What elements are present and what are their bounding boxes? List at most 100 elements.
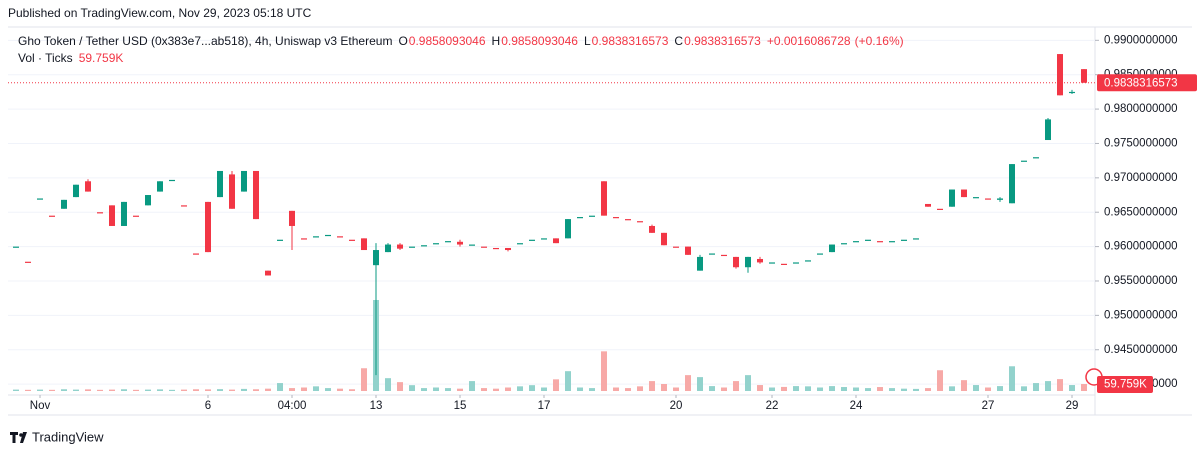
legend-value: 0.9838316573 — [592, 34, 669, 48]
volume-bar — [169, 389, 175, 391]
volume-bar — [121, 389, 127, 391]
volume-bar — [817, 387, 823, 391]
volume-bar — [361, 368, 367, 391]
volume-bar — [721, 387, 727, 391]
volume-bar — [649, 381, 655, 391]
volume-bar — [289, 388, 295, 391]
volume-bar — [517, 386, 523, 391]
volume-bar — [985, 387, 991, 391]
volume-bar — [13, 389, 19, 391]
x-tick-label: 27 — [982, 400, 995, 412]
candle-body — [673, 246, 679, 248]
candle-body — [901, 239, 907, 241]
brand: TradingView — [32, 429, 104, 444]
volume-bar — [385, 378, 391, 391]
last-price-label: 0.9838316573 — [1104, 77, 1178, 89]
y-tick-label: 0.9900000000 — [1104, 34, 1178, 46]
volume-bar — [61, 389, 67, 391]
candle-body — [793, 262, 799, 264]
candle-body — [25, 261, 31, 263]
volume-bar — [193, 389, 199, 391]
volume-bar — [865, 388, 871, 391]
candle-body — [997, 198, 1003, 200]
candle-body — [973, 197, 979, 199]
volume-bar — [397, 382, 403, 391]
candle-body — [1009, 164, 1015, 204]
candle-body — [565, 219, 571, 239]
volume-bar — [805, 386, 811, 391]
candle-body — [853, 241, 859, 243]
candle-body — [97, 212, 103, 214]
candle-body — [865, 239, 871, 241]
volume-bar — [229, 389, 235, 391]
candle-body — [961, 189, 967, 198]
candle-body — [649, 225, 655, 233]
volume-bar — [1069, 385, 1075, 391]
candle-body — [169, 179, 175, 182]
volume-bar — [793, 386, 799, 391]
candle-body — [313, 236, 319, 238]
candle-body — [949, 189, 955, 207]
candle-body — [205, 201, 211, 253]
candle-body — [145, 195, 151, 206]
volume-bar — [1021, 386, 1027, 391]
volume-bar — [409, 385, 415, 391]
volume-bar — [601, 351, 607, 391]
candle-body — [37, 198, 43, 200]
y-tick-label: 0.9500000000 — [1104, 309, 1178, 321]
candle-body — [937, 208, 943, 210]
candle-body — [229, 174, 235, 209]
volume-bar — [1081, 384, 1087, 391]
candle-body — [745, 256, 751, 268]
candle-body — [133, 215, 139, 217]
volume-bar — [445, 388, 451, 391]
candle-body — [385, 244, 391, 253]
candle-body — [1045, 119, 1051, 141]
x-tick-label: 22 — [766, 400, 779, 412]
x-tick-label: Nov — [30, 400, 51, 412]
candle-body — [601, 181, 607, 216]
volume-bar — [181, 389, 187, 391]
volume-bar — [685, 375, 691, 391]
candle-body — [289, 210, 295, 226]
volume-bar — [25, 389, 31, 391]
volume-bar — [109, 389, 115, 391]
candle-body — [265, 270, 271, 276]
volume-bar — [829, 386, 835, 391]
candle-body — [73, 184, 79, 198]
candle-body — [577, 217, 583, 219]
volume-bar — [145, 389, 151, 391]
candle-body — [325, 234, 331, 237]
volume-bar — [1033, 383, 1039, 391]
volume-bar — [889, 388, 895, 391]
candle-body — [433, 243, 439, 245]
volume-bar — [781, 386, 787, 391]
candle-body — [541, 238, 547, 240]
candle-body — [625, 219, 631, 221]
legend-value: 0.9838316573 — [684, 34, 761, 48]
volume-bar — [157, 389, 163, 391]
volume-bar — [313, 386, 319, 391]
candle-body — [889, 241, 895, 243]
candle-body — [1057, 54, 1063, 96]
volume-bar — [973, 385, 979, 391]
candle-body — [373, 250, 379, 266]
volume-bar — [49, 389, 55, 391]
volume-bar — [769, 387, 775, 391]
candle-body — [13, 246, 19, 248]
volume-bar — [241, 388, 247, 391]
candle-body — [553, 238, 559, 244]
volume-bar — [505, 387, 511, 391]
candle-body — [781, 263, 787, 265]
legend-change: +0.0016086728 — [767, 34, 851, 48]
y-tick-label: 0.9750000000 — [1104, 137, 1178, 149]
candle-body — [445, 241, 451, 243]
volume-bar — [265, 388, 271, 391]
volume-bar — [625, 388, 631, 391]
volume-bar — [565, 371, 571, 391]
candle-body — [397, 244, 403, 249]
volume-bar — [853, 387, 859, 391]
candle-body — [301, 238, 307, 240]
candle-body — [277, 239, 283, 241]
